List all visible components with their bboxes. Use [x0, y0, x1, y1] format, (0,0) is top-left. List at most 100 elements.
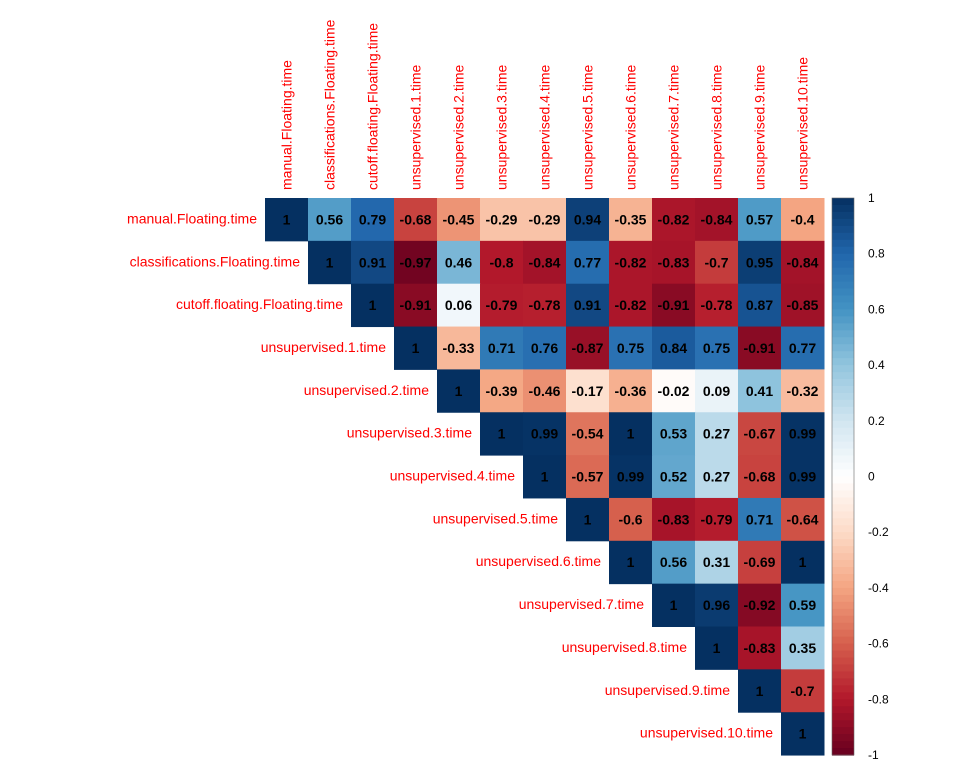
cell-value-label: -0.64: [787, 511, 819, 527]
cell-value-label: 1: [756, 683, 764, 699]
colorbar-segment: [832, 685, 854, 693]
cell-value-label: -0.82: [658, 211, 690, 227]
colorbar-segment: [832, 379, 854, 387]
column-label: unsupervised.9.time: [752, 64, 768, 190]
colorbar-tick-label: 0.8: [868, 247, 885, 261]
heatmap-cell: [480, 240, 524, 285]
cell-value-label: 1: [455, 383, 463, 399]
colorbar-segment: [832, 518, 854, 526]
heatmap-cell: [566, 240, 610, 285]
heatmap-cell: [781, 198, 825, 242]
heatmap-cell: [609, 540, 653, 585]
cell-value-label: 0.75: [703, 340, 730, 356]
heatmap-cell: [566, 369, 610, 413]
cell-value-label: -0.6: [618, 511, 642, 527]
heatmap-cell: [566, 283, 610, 328]
heatmap-cell: [566, 497, 610, 542]
heatmap-cell: [566, 198, 610, 242]
heatmap-cell: [394, 283, 438, 328]
colorbar-tick-label: 0.2: [868, 414, 885, 428]
heatmap-cell: [781, 283, 825, 328]
cell-value-label: 0.27: [703, 426, 730, 442]
cell-value-label: -0.36: [615, 383, 647, 399]
cell-value-label: -0.7: [704, 254, 728, 270]
heatmap-cell: [652, 240, 696, 285]
colorbar-segment: [832, 643, 854, 652]
heatmap-cell: [609, 412, 653, 456]
colorbar-segment: [832, 274, 854, 283]
cell-value-label: 1: [670, 597, 678, 613]
colorbar-segment: [832, 455, 854, 464]
colorbar-segment: [832, 358, 854, 366]
colorbar-segment: [832, 267, 854, 276]
cell-value-label: -0.57: [572, 469, 604, 485]
colorbar-segment: [832, 232, 854, 241]
colorbar-segment: [832, 392, 854, 401]
cell-value-label: -0.83: [658, 254, 690, 270]
cell-value-label: 0.52: [660, 469, 687, 485]
colorbar-segment: [832, 657, 854, 666]
colorbar-segment: [832, 413, 854, 422]
colorbar-tick-label: -1: [868, 748, 879, 762]
heatmap-cell: [308, 240, 352, 285]
heatmap-cell: [781, 540, 825, 585]
heatmap-cell: [609, 455, 653, 499]
column-label: unsupervised.1.time: [408, 64, 424, 190]
colorbar-segment: [832, 720, 854, 728]
heatmap-cell: [738, 283, 782, 328]
heatmap-cell: [695, 540, 739, 585]
heatmap-cell: [609, 240, 653, 285]
heatmap-cell: [437, 283, 481, 328]
heatmap-cell: [523, 455, 567, 499]
heatmap-cell: [394, 198, 438, 242]
cell-value-label: 0.99: [789, 426, 816, 442]
heatmap-cell: [480, 283, 524, 328]
cell-value-label: -0.68: [744, 469, 776, 485]
cell-value-label: 0.09: [703, 383, 730, 399]
heatmap-cell: [738, 412, 782, 456]
cell-value-label: -0.4: [790, 211, 814, 227]
heatmap-cell: [652, 198, 696, 242]
colorbar-segment: [832, 399, 854, 408]
heatmap-cell: [523, 369, 567, 413]
colorbar-segment: [832, 748, 854, 756]
colorbar-segment: [832, 434, 854, 443]
cell-value-label: -0.32: [787, 383, 819, 399]
colorbar-segment: [832, 218, 854, 227]
cell-value-label: -0.54: [572, 426, 604, 442]
heatmap-cell: [652, 455, 696, 499]
heatmap-cell: [609, 198, 653, 242]
colorbar-segment: [832, 650, 854, 659]
heatmap-cell: [480, 326, 524, 370]
column-label: manual.Floating.time: [279, 60, 295, 190]
row-label: unsupervised.10.time: [640, 725, 773, 741]
heatmap-cell: [437, 240, 481, 285]
colorbar-segment: [832, 198, 854, 206]
colorbar-segment: [832, 316, 854, 324]
colorbar-segment: [832, 427, 854, 436]
heatmap-cell: [523, 326, 567, 370]
colorbar-tick-label: -0.4: [868, 581, 889, 595]
colorbar-segment: [832, 260, 854, 269]
cell-value-label: 1: [799, 726, 807, 742]
colorbar-tick-label: 0.6: [868, 302, 885, 316]
heatmap-cell: [781, 455, 825, 499]
colorbar-segment: [832, 601, 854, 610]
cell-value-label: 0.79: [359, 211, 386, 227]
colorbar-segment: [832, 678, 854, 686]
cell-value-label: 0.31: [703, 554, 730, 570]
colorbar-segment: [832, 615, 854, 624]
cell-value-label: 0.53: [660, 426, 687, 442]
colorbar-segment: [832, 629, 854, 638]
heatmap-cell: [394, 240, 438, 285]
cell-value-label: 0.94: [574, 211, 601, 227]
colorbar: 1 0.8 0.6 0.4 0.2 0 -0.2 -0.4 -0.6 -0.8 -1: [831, 191, 889, 762]
heatmap-cell: [480, 369, 524, 413]
colorbar-segment: [832, 497, 854, 505]
heatmap-cell: [265, 198, 309, 242]
heatmap-cell: [609, 497, 653, 542]
heatmap-cell: [566, 326, 610, 370]
row-label: manual.Floating.time: [127, 210, 257, 226]
heatmap-cell: [738, 369, 782, 413]
heatmap-cell: [738, 455, 782, 499]
